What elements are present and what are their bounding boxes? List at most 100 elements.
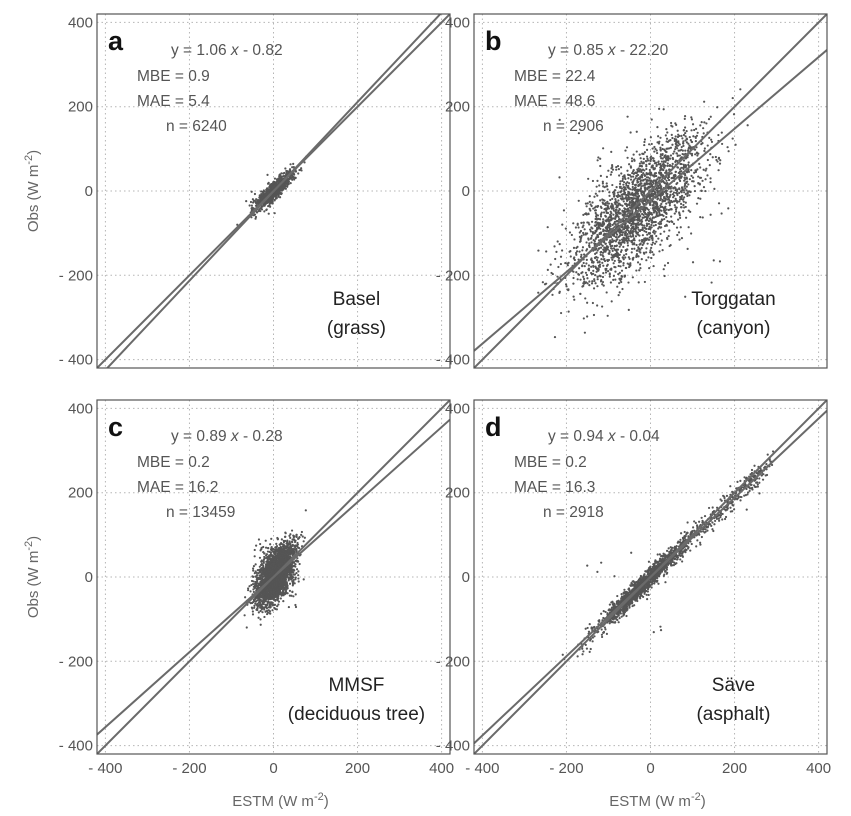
data-point bbox=[694, 136, 697, 139]
data-point bbox=[604, 219, 607, 222]
data-point bbox=[600, 258, 603, 261]
data-point bbox=[284, 532, 287, 535]
data-point-outlier bbox=[710, 281, 713, 284]
data-point bbox=[669, 154, 673, 157]
data-point bbox=[604, 246, 607, 250]
data-point bbox=[631, 276, 634, 279]
data-point bbox=[577, 226, 580, 229]
data-point bbox=[641, 224, 644, 227]
data-point bbox=[648, 177, 651, 180]
data-point bbox=[278, 196, 282, 199]
data-point bbox=[680, 145, 683, 149]
data-point bbox=[562, 209, 566, 212]
data-point bbox=[650, 155, 653, 158]
data-point bbox=[588, 242, 591, 245]
data-point bbox=[622, 200, 625, 203]
data-point bbox=[684, 201, 687, 204]
data-point bbox=[682, 200, 685, 203]
data-point bbox=[627, 196, 630, 199]
data-point bbox=[582, 317, 585, 320]
data-point-outlier bbox=[558, 118, 561, 121]
data-point bbox=[706, 174, 709, 177]
data-point bbox=[541, 281, 544, 284]
data-point bbox=[618, 245, 621, 248]
data-point bbox=[626, 248, 629, 251]
data-point bbox=[651, 241, 655, 244]
data-point bbox=[676, 147, 679, 150]
data-point bbox=[681, 188, 684, 192]
data-point bbox=[638, 162, 642, 165]
data-point bbox=[595, 223, 598, 227]
data-point bbox=[576, 278, 579, 281]
data-point bbox=[663, 230, 666, 233]
data-point bbox=[292, 536, 295, 539]
data-point bbox=[622, 254, 626, 257]
data-point bbox=[594, 282, 597, 285]
data-point bbox=[592, 272, 595, 275]
data-point bbox=[634, 197, 638, 200]
data-point bbox=[682, 129, 686, 132]
data-point bbox=[668, 199, 671, 202]
data-point bbox=[622, 183, 625, 186]
data-point bbox=[602, 147, 605, 150]
data-point bbox=[648, 251, 652, 254]
data-point bbox=[640, 220, 644, 223]
data-point bbox=[606, 226, 609, 229]
data-point bbox=[598, 260, 601, 263]
data-point bbox=[659, 146, 662, 149]
data-point bbox=[678, 149, 682, 152]
data-point bbox=[580, 253, 583, 256]
data-point bbox=[579, 255, 583, 259]
data-point-outlier bbox=[694, 153, 697, 156]
data-point bbox=[635, 174, 638, 178]
data-point bbox=[252, 588, 255, 591]
data-point bbox=[286, 172, 289, 175]
data-point bbox=[658, 214, 661, 217]
data-point bbox=[679, 206, 683, 209]
data-point bbox=[647, 159, 650, 162]
data-point-outlier bbox=[699, 216, 702, 219]
data-point bbox=[618, 212, 621, 215]
data-point bbox=[610, 267, 613, 270]
data-point-outlier bbox=[652, 264, 655, 268]
data-point bbox=[631, 222, 635, 225]
data-point bbox=[652, 157, 655, 160]
data-point bbox=[622, 231, 625, 234]
data-point bbox=[581, 265, 584, 268]
data-point bbox=[609, 245, 612, 248]
data-point bbox=[553, 245, 556, 248]
data-point bbox=[585, 205, 588, 208]
data-point bbox=[630, 227, 633, 231]
data-point bbox=[627, 239, 630, 242]
data-point bbox=[643, 169, 646, 172]
data-point bbox=[654, 161, 658, 164]
data-point bbox=[611, 164, 614, 167]
data-point bbox=[656, 141, 659, 144]
data-point bbox=[593, 278, 596, 281]
data-point bbox=[288, 168, 292, 171]
data-point bbox=[634, 222, 637, 225]
data-point bbox=[621, 233, 624, 236]
data-point bbox=[698, 183, 701, 186]
data-point bbox=[266, 188, 270, 192]
data-point bbox=[621, 177, 624, 181]
data-point bbox=[254, 215, 258, 219]
data-point bbox=[639, 176, 642, 179]
data-point bbox=[652, 192, 656, 195]
data-point bbox=[622, 228, 625, 231]
data-point bbox=[676, 140, 679, 144]
data-point bbox=[647, 195, 651, 198]
data-point bbox=[622, 264, 625, 267]
data-point bbox=[683, 191, 686, 194]
data-point bbox=[580, 221, 583, 224]
data-point bbox=[687, 142, 690, 145]
data-point bbox=[675, 226, 679, 229]
data-point bbox=[620, 197, 624, 200]
data-point bbox=[732, 113, 736, 116]
data-point bbox=[619, 185, 622, 188]
data-point bbox=[660, 218, 663, 221]
data-point bbox=[666, 195, 669, 199]
data-point bbox=[269, 188, 272, 191]
data-point bbox=[649, 171, 653, 174]
data-point bbox=[650, 221, 654, 224]
